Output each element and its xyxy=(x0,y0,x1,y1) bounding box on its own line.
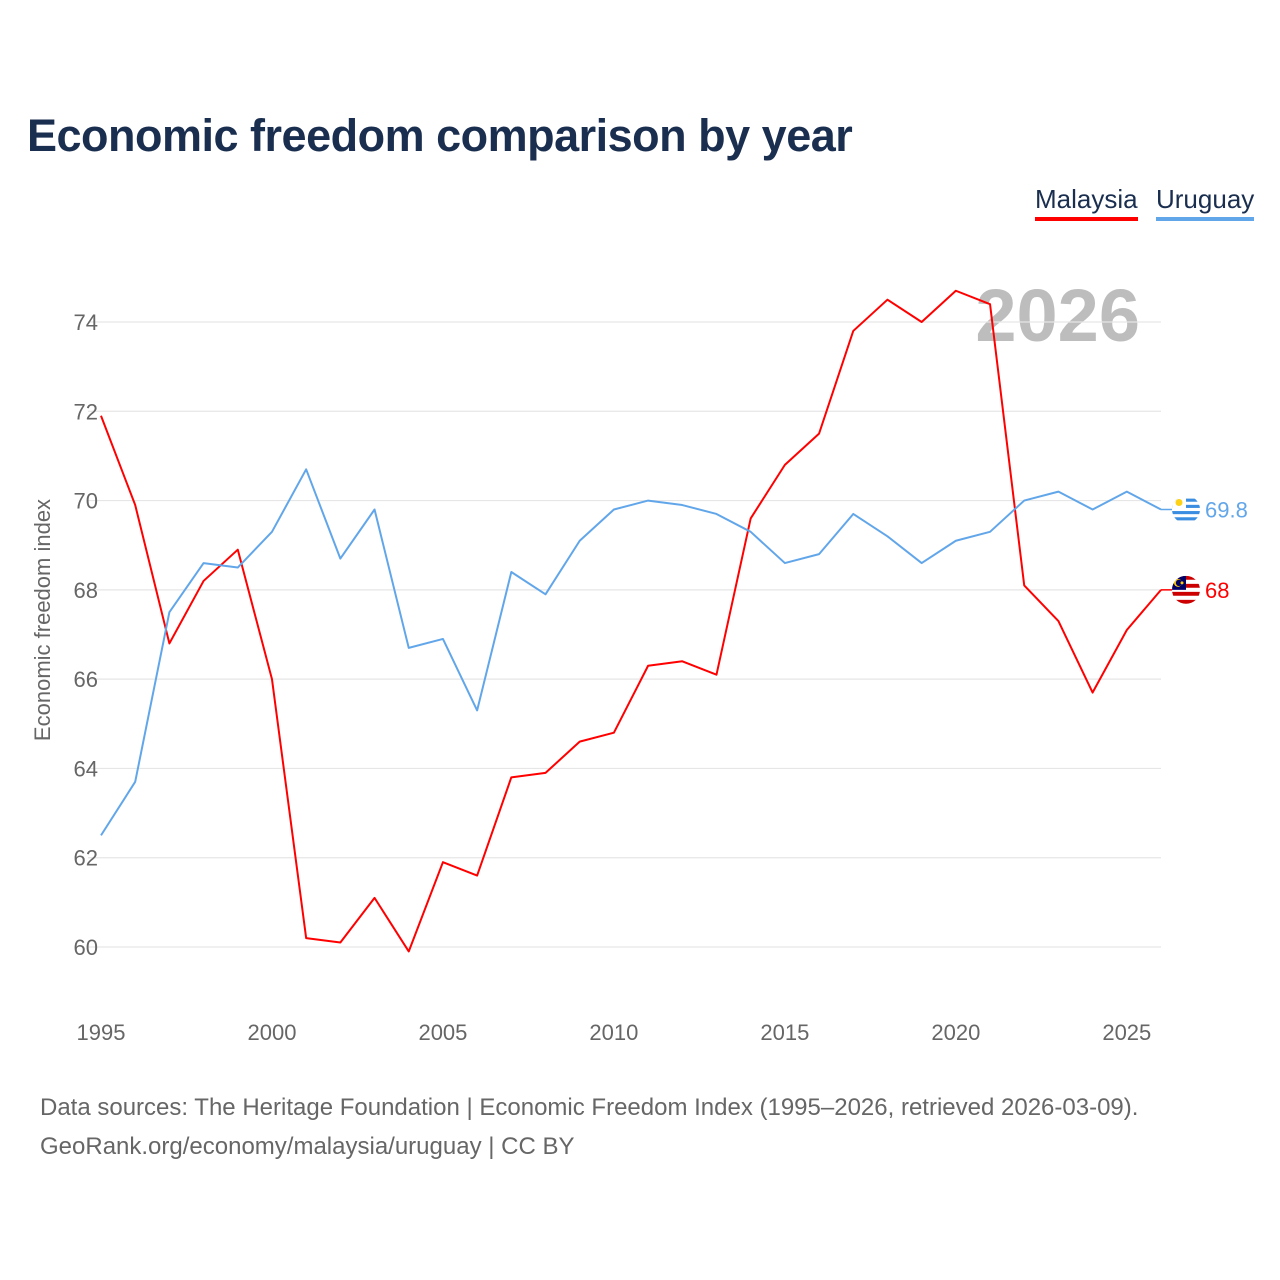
y-tick-label: 70 xyxy=(74,489,98,514)
x-tick-label: 2025 xyxy=(1102,1020,1151,1045)
malaysia-flag-icon xyxy=(1172,575,1200,604)
x-tick-label: 2010 xyxy=(589,1020,638,1045)
y-tick-label: 68 xyxy=(74,578,98,603)
y-axis-label: Economic freedom index xyxy=(30,499,55,741)
source-line-1: Data sources: The Heritage Foundation | … xyxy=(40,1094,1139,1121)
source-note: Data sources: The Heritage Foundation | … xyxy=(40,1088,1138,1166)
x-tick-label: 2015 xyxy=(760,1020,809,1045)
legend-uruguay[interactable]: Uruguay xyxy=(1156,184,1255,221)
y-tick-label: 64 xyxy=(74,756,98,781)
y-tick-label: 66 xyxy=(74,667,98,692)
end-value-label: 68 xyxy=(1205,578,1229,603)
y-tick-label: 62 xyxy=(74,846,98,871)
x-tick-label: 2005 xyxy=(418,1020,467,1045)
series-line-uruguay xyxy=(100,468,1162,836)
year-watermark: 2026 xyxy=(975,274,1140,357)
y-tick-label: 72 xyxy=(74,399,98,424)
x-tick-label: 1995 xyxy=(77,1020,126,1045)
y-tick-label: 60 xyxy=(74,935,98,960)
series-line-malaysia xyxy=(100,289,1162,953)
y-tick-label: 74 xyxy=(74,310,98,335)
chart-title: Economic freedom comparison by year xyxy=(27,110,853,161)
uruguay-flag-icon xyxy=(1172,495,1200,524)
x-tick-label: 2000 xyxy=(247,1020,296,1045)
end-value-label: 69.8 xyxy=(1205,498,1248,523)
x-tick-label: 2020 xyxy=(931,1020,980,1045)
source-line-2[interactable]: GeoRank.org/economy/malaysia/uruguay | C… xyxy=(40,1133,575,1160)
legend-malaysia[interactable]: Malaysia xyxy=(1035,184,1138,221)
